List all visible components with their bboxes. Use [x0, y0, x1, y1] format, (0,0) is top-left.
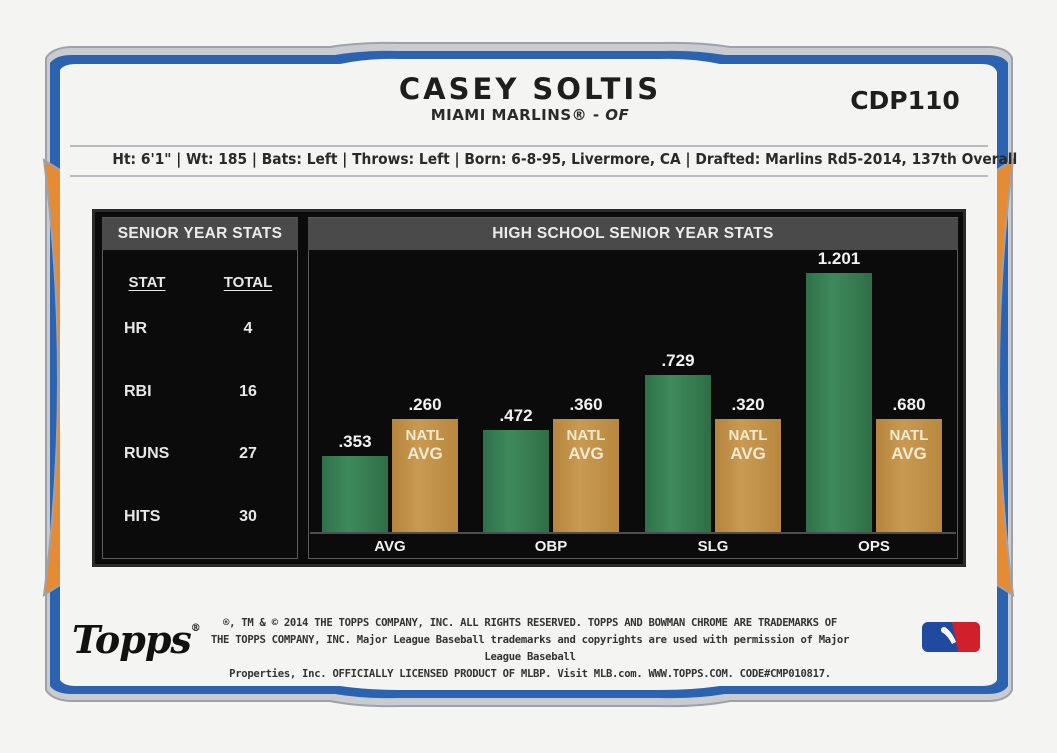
national-average-value-label: .320 [731, 395, 765, 414]
chart-box [308, 217, 958, 559]
senior-stats-box [102, 217, 298, 559]
total-column-header: TOTAL [223, 274, 273, 291]
stat-name: HITS [124, 508, 161, 525]
topps-logo-text: Topps [72, 617, 192, 662]
topps-registered-mark: ® [190, 623, 201, 634]
team-position-line: MIAMI MARLINS® - OF [300, 106, 760, 124]
player-bar [806, 273, 872, 532]
player-bar-label: 1.201 [817, 249, 861, 268]
category-label: OBP [534, 538, 568, 555]
category-label: OPS [858, 538, 890, 555]
stat-name: RUNS [124, 445, 170, 462]
player-bar [322, 456, 388, 532]
senior-stats-header: SENIOR YEAR STATS [102, 218, 298, 250]
national-average-value-label: .360 [569, 395, 603, 414]
player-bar [483, 430, 549, 532]
natl-text-line: NATL [405, 427, 445, 444]
national-average-bar-text: NATL AVG [876, 427, 942, 463]
national-average-bar [392, 419, 458, 532]
national-average-bar-text: NATL AVG [715, 427, 781, 463]
team-position-separator: - [587, 106, 606, 124]
mlb-logo [922, 622, 980, 652]
chart-title: HIGH SCHOOL SENIOR YEAR STATS [308, 218, 958, 250]
natl-text-line: NATL [566, 427, 606, 444]
stat-total: 4 [243, 320, 253, 337]
national-average-bar [715, 419, 781, 532]
stat-column-header: STAT [128, 274, 166, 291]
avg-text-line: AVG [568, 444, 604, 463]
category-label: SLG [697, 538, 729, 555]
national-average-value-label: .260 [408, 395, 442, 414]
player-bar-label: .729 [661, 351, 695, 370]
national-average-bar-text: NATL AVG [392, 427, 458, 463]
stat-total: 16 [239, 383, 257, 400]
avg-text-line: AVG [407, 444, 443, 463]
card-number: CDP110 [850, 86, 960, 115]
stat-total: 27 [239, 445, 257, 462]
topps-logo: Topps® [72, 617, 201, 662]
legal-line: ®, TM & © 2014 THE TOPPS COMPANY, INC. A… [223, 617, 837, 629]
legal-line: Properties, Inc. OFFICIALLY LICENSED PRO… [229, 668, 831, 680]
chart-baseline [310, 532, 956, 534]
national-average-bar [876, 419, 942, 532]
national-average-bar [553, 419, 619, 532]
player-position: OF [605, 106, 630, 124]
natl-text-line: NATL [889, 427, 929, 444]
legal-text: ®, TM & © 2014 THE TOPPS COMPANY, INC. A… [190, 615, 870, 683]
stat-total: 30 [239, 508, 257, 525]
legal-line: THE TOPPS COMPANY, INC. Major League Bas… [210, 634, 850, 663]
stat-name: HR [124, 320, 148, 337]
player-bar-label: .472 [499, 406, 533, 425]
player-name: CASEY SOLTIS [398, 72, 662, 106]
stat-name: RBI [124, 383, 152, 400]
player-bar-label: .353 [338, 432, 372, 451]
avg-text-line: AVG [891, 444, 927, 463]
team-name: MIAMI MARLINS® [430, 106, 588, 124]
natl-text-line: NATL [728, 427, 768, 444]
national-average-bar-text: NATL AVG [553, 427, 619, 463]
avg-text-line: AVG [730, 444, 766, 463]
national-average-value-label: .680 [892, 395, 926, 414]
player-bar [645, 375, 711, 532]
category-label: AVG [374, 538, 406, 555]
bio-line: Ht: 6'1" | Wt: 185 | Bats: Left | Throws… [112, 150, 1018, 168]
